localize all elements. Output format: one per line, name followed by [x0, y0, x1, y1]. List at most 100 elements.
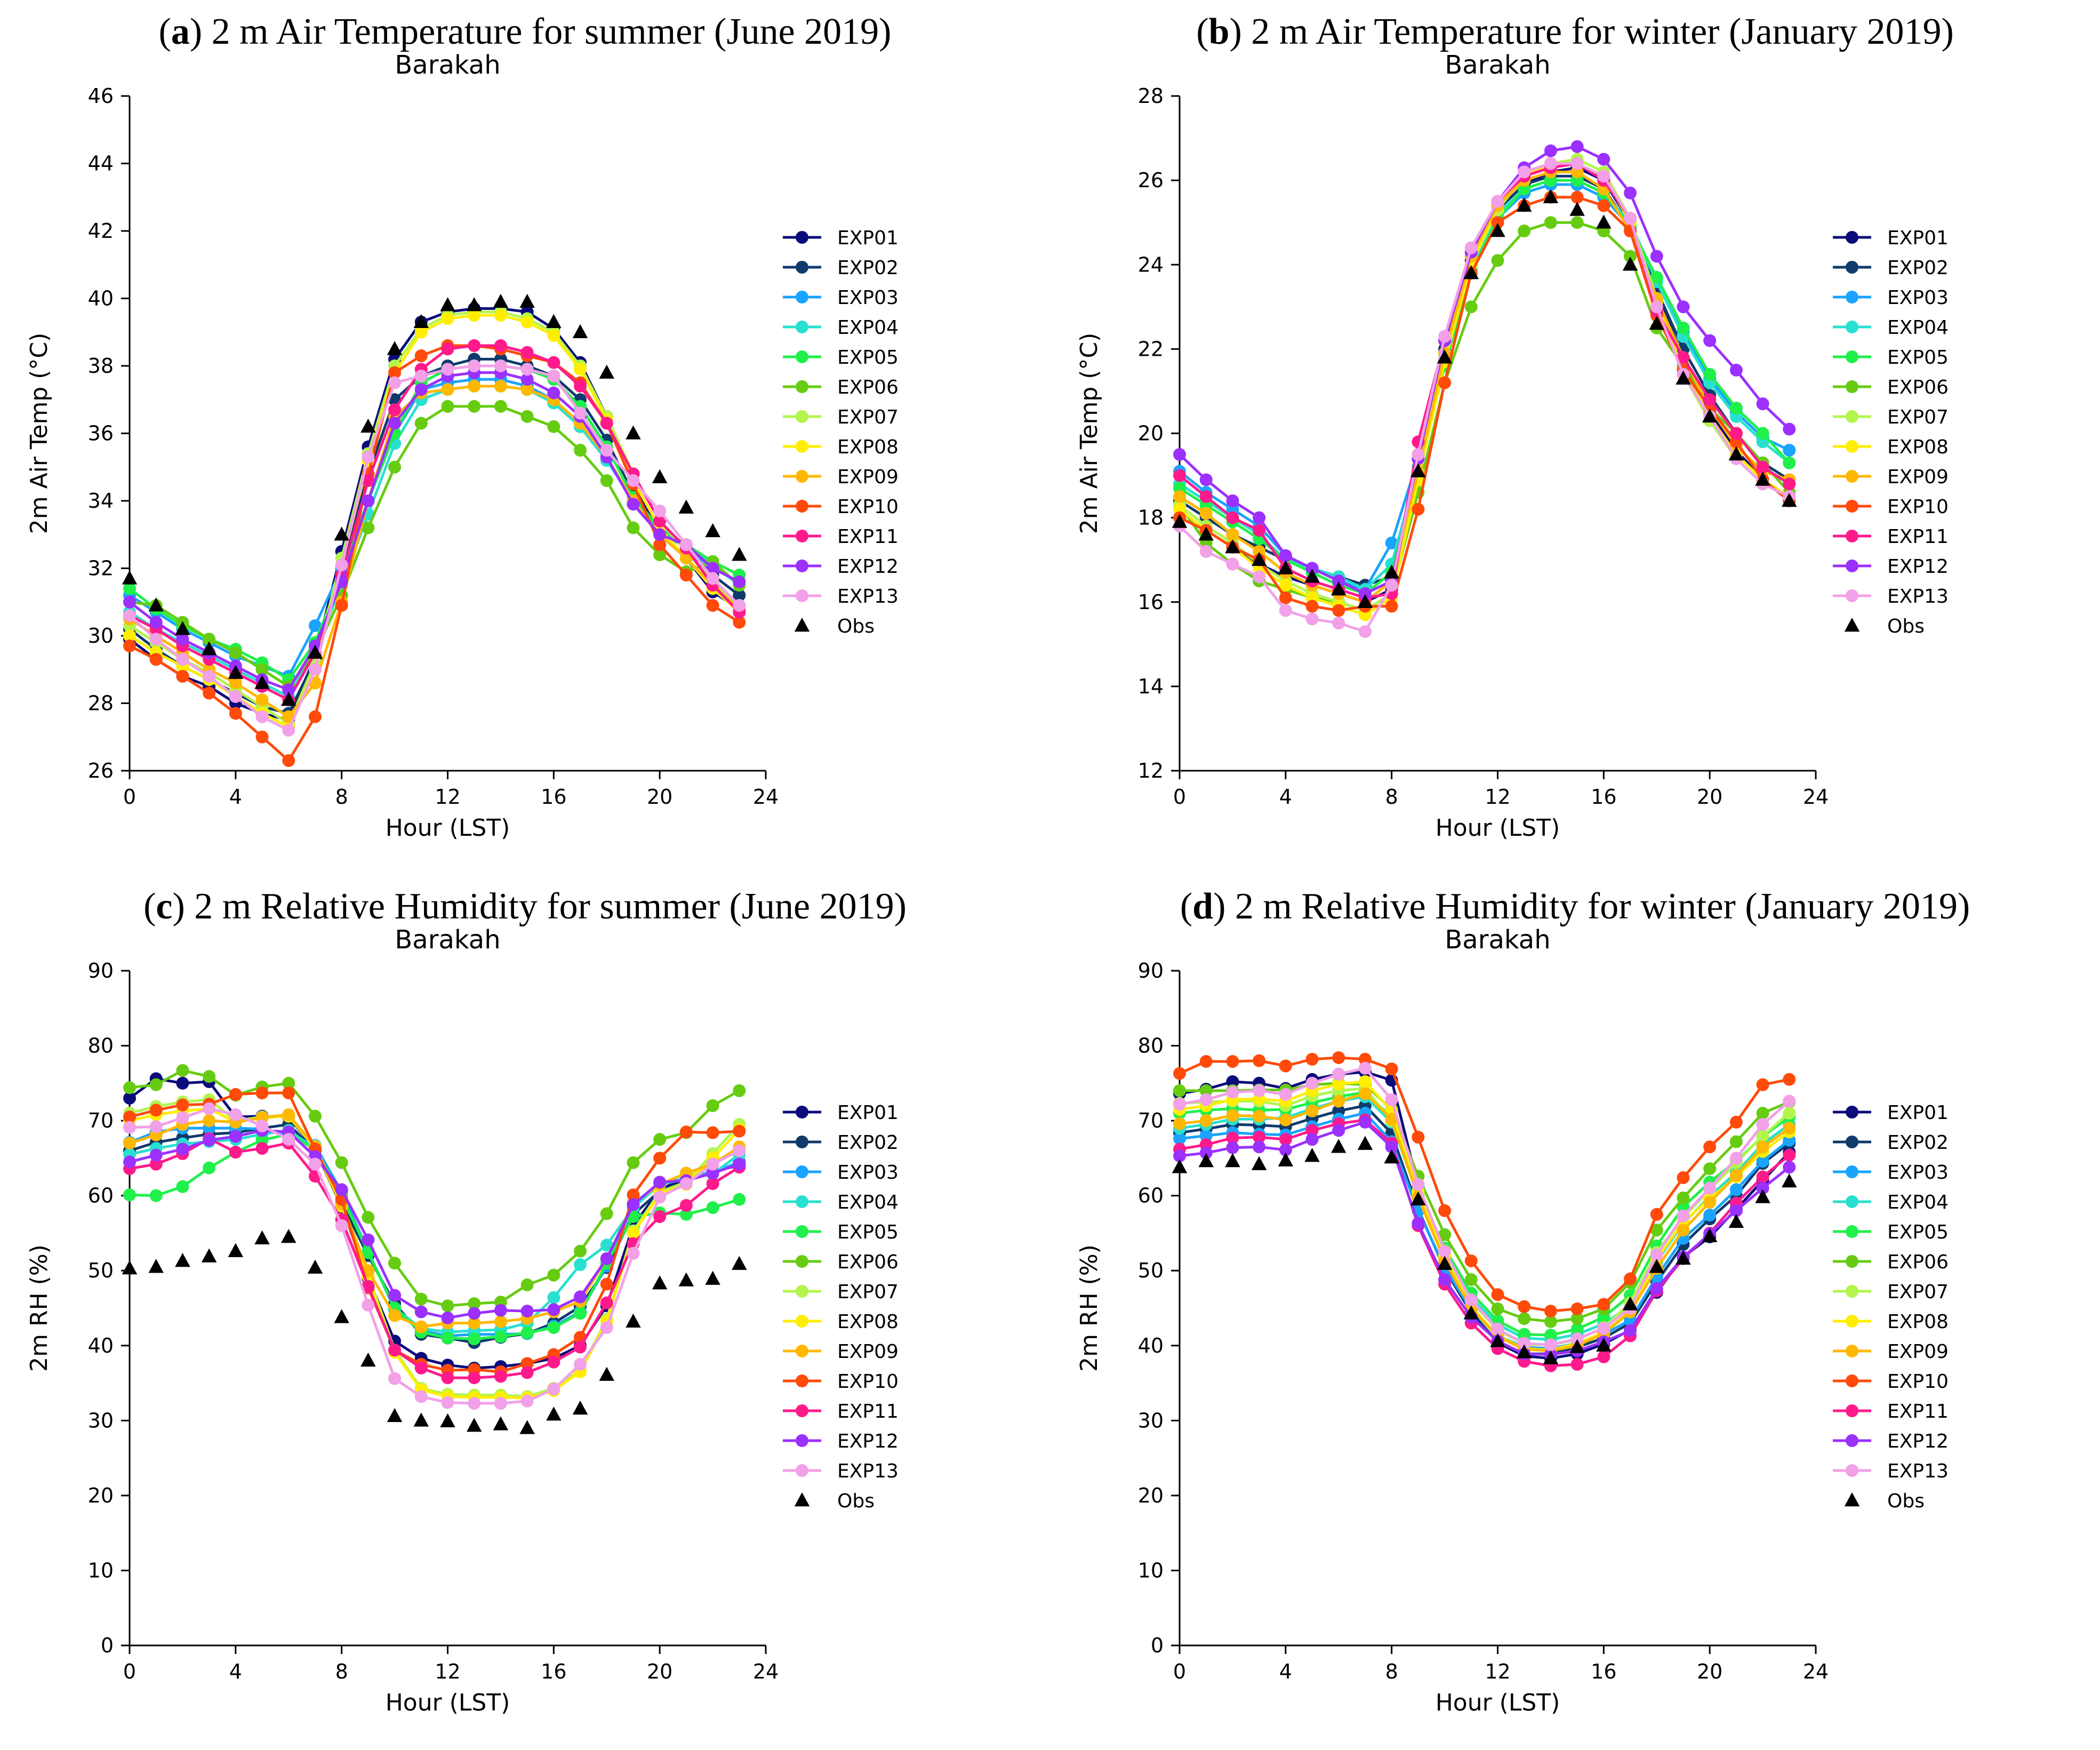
- data-point: [574, 1290, 587, 1304]
- data-point: [468, 379, 481, 393]
- series-exp13: [123, 359, 746, 737]
- data-point: [1729, 1183, 1743, 1196]
- data-point: [229, 1108, 242, 1121]
- obs-point: [281, 1228, 296, 1243]
- data-point: [1305, 562, 1319, 575]
- data-point: [520, 1357, 534, 1370]
- data-point: [547, 369, 560, 382]
- series-line: [1179, 145, 1791, 595]
- data-point: [1597, 1350, 1610, 1363]
- legend-item-exp01: EXP01: [1833, 1102, 1949, 1124]
- legend-label: EXP09: [837, 466, 899, 488]
- legend-item-obs: Obs: [794, 616, 875, 637]
- legend-item-exp05: EXP05: [783, 1221, 899, 1243]
- legend-marker: [794, 618, 810, 632]
- legend-item-exp08: EXP08: [1833, 436, 1949, 458]
- legend-item-exp04: EXP04: [1833, 1192, 1949, 1213]
- legend-marker: [1846, 1404, 1858, 1417]
- panel-b: (b) 2 m Air Temperature for winter (Janu…: [1050, 0, 2100, 875]
- data-point: [1597, 153, 1610, 166]
- data-point: [1518, 1312, 1531, 1325]
- legend-label: EXP07: [837, 406, 899, 428]
- data-point: [468, 399, 481, 413]
- data-point: [1305, 1133, 1319, 1146]
- legend-marker: [1846, 440, 1858, 453]
- data-point: [1650, 250, 1663, 263]
- data-point: [733, 616, 746, 629]
- data-point: [441, 1331, 454, 1345]
- data-point: [1464, 300, 1478, 314]
- legend-item-exp13: EXP13: [1833, 1460, 1949, 1482]
- legend-item-exp09: EXP09: [783, 1341, 899, 1363]
- data-point: [733, 1193, 746, 1206]
- y-tick-label: 16: [1138, 590, 1164, 614]
- legend-label: EXP13: [837, 586, 899, 608]
- data-point: [441, 363, 454, 376]
- data-point: [574, 363, 587, 376]
- data-point: [1703, 393, 1717, 406]
- data-point: [1677, 1209, 1690, 1222]
- legend-item-exp05: EXP05: [1833, 347, 1949, 369]
- legend-label: EXP12: [1887, 1431, 1949, 1452]
- data-point: [733, 589, 746, 602]
- data-point: [1783, 477, 1796, 491]
- data-point: [149, 1078, 163, 1091]
- data-point: [1544, 1329, 1557, 1342]
- legend-label: Obs: [1887, 1490, 1925, 1512]
- legend-label: EXP10: [837, 1371, 899, 1393]
- legend-label: EXP08: [1887, 1311, 1949, 1333]
- data-point: [203, 1133, 216, 1147]
- legend-item-exp13: EXP13: [783, 1460, 899, 1482]
- legend-label: EXP09: [1887, 466, 1949, 488]
- data-point: [494, 339, 507, 353]
- obs-point: [626, 1313, 641, 1328]
- data-point: [282, 1133, 295, 1146]
- legend-item-exp07: EXP07: [1833, 1281, 1949, 1303]
- data-point: [123, 1121, 136, 1134]
- data-point: [1253, 1084, 1266, 1097]
- legend-label: Obs: [1887, 616, 1925, 637]
- obs-point: [334, 1309, 349, 1323]
- data-point: [1677, 1224, 1690, 1237]
- data-point: [1624, 212, 1637, 225]
- series-exp10: [1173, 1051, 1796, 1318]
- legend-item-exp03: EXP03: [783, 1162, 899, 1184]
- data-point: [1729, 1115, 1743, 1129]
- data-point: [282, 683, 295, 697]
- y-tick-label: 30: [88, 1409, 114, 1432]
- data-point: [706, 1126, 719, 1139]
- obs-point: [360, 418, 376, 433]
- legend-marker: [796, 589, 808, 602]
- data-point: [627, 1156, 640, 1169]
- data-point: [653, 1133, 667, 1146]
- legend-marker: [796, 560, 808, 572]
- data-point: [1650, 270, 1663, 284]
- data-point: [1412, 1178, 1425, 1191]
- y-tick-label: 12: [1138, 759, 1164, 782]
- data-point: [176, 1180, 189, 1193]
- obs-point: [546, 314, 562, 329]
- data-point: [1464, 1254, 1478, 1267]
- legend-label: EXP05: [1887, 347, 1949, 369]
- data-point: [1279, 591, 1292, 604]
- series-obs: [1172, 1136, 1797, 1364]
- legend-marker: [1846, 1375, 1858, 1387]
- data-point: [1756, 1170, 1769, 1184]
- data-point: [362, 494, 375, 507]
- data-point: [706, 1177, 719, 1190]
- y-tick-label: 50: [88, 1259, 114, 1282]
- legend-marker: [796, 1255, 808, 1268]
- caption-letter: a: [171, 11, 190, 52]
- data-point: [123, 1110, 136, 1124]
- data-point: [520, 1278, 534, 1291]
- data-point: [1544, 1338, 1557, 1352]
- legend-item-exp08: EXP08: [1833, 1311, 1949, 1333]
- obs-point: [1649, 315, 1664, 330]
- legend-label: EXP07: [1887, 406, 1949, 428]
- series-line: [129, 344, 740, 762]
- obs-point: [732, 1256, 747, 1270]
- data-point: [229, 707, 242, 720]
- legend-item-exp08: EXP08: [783, 1311, 899, 1333]
- obs-point: [387, 341, 403, 355]
- x-axis-label: Hour (LST): [1436, 1689, 1560, 1716]
